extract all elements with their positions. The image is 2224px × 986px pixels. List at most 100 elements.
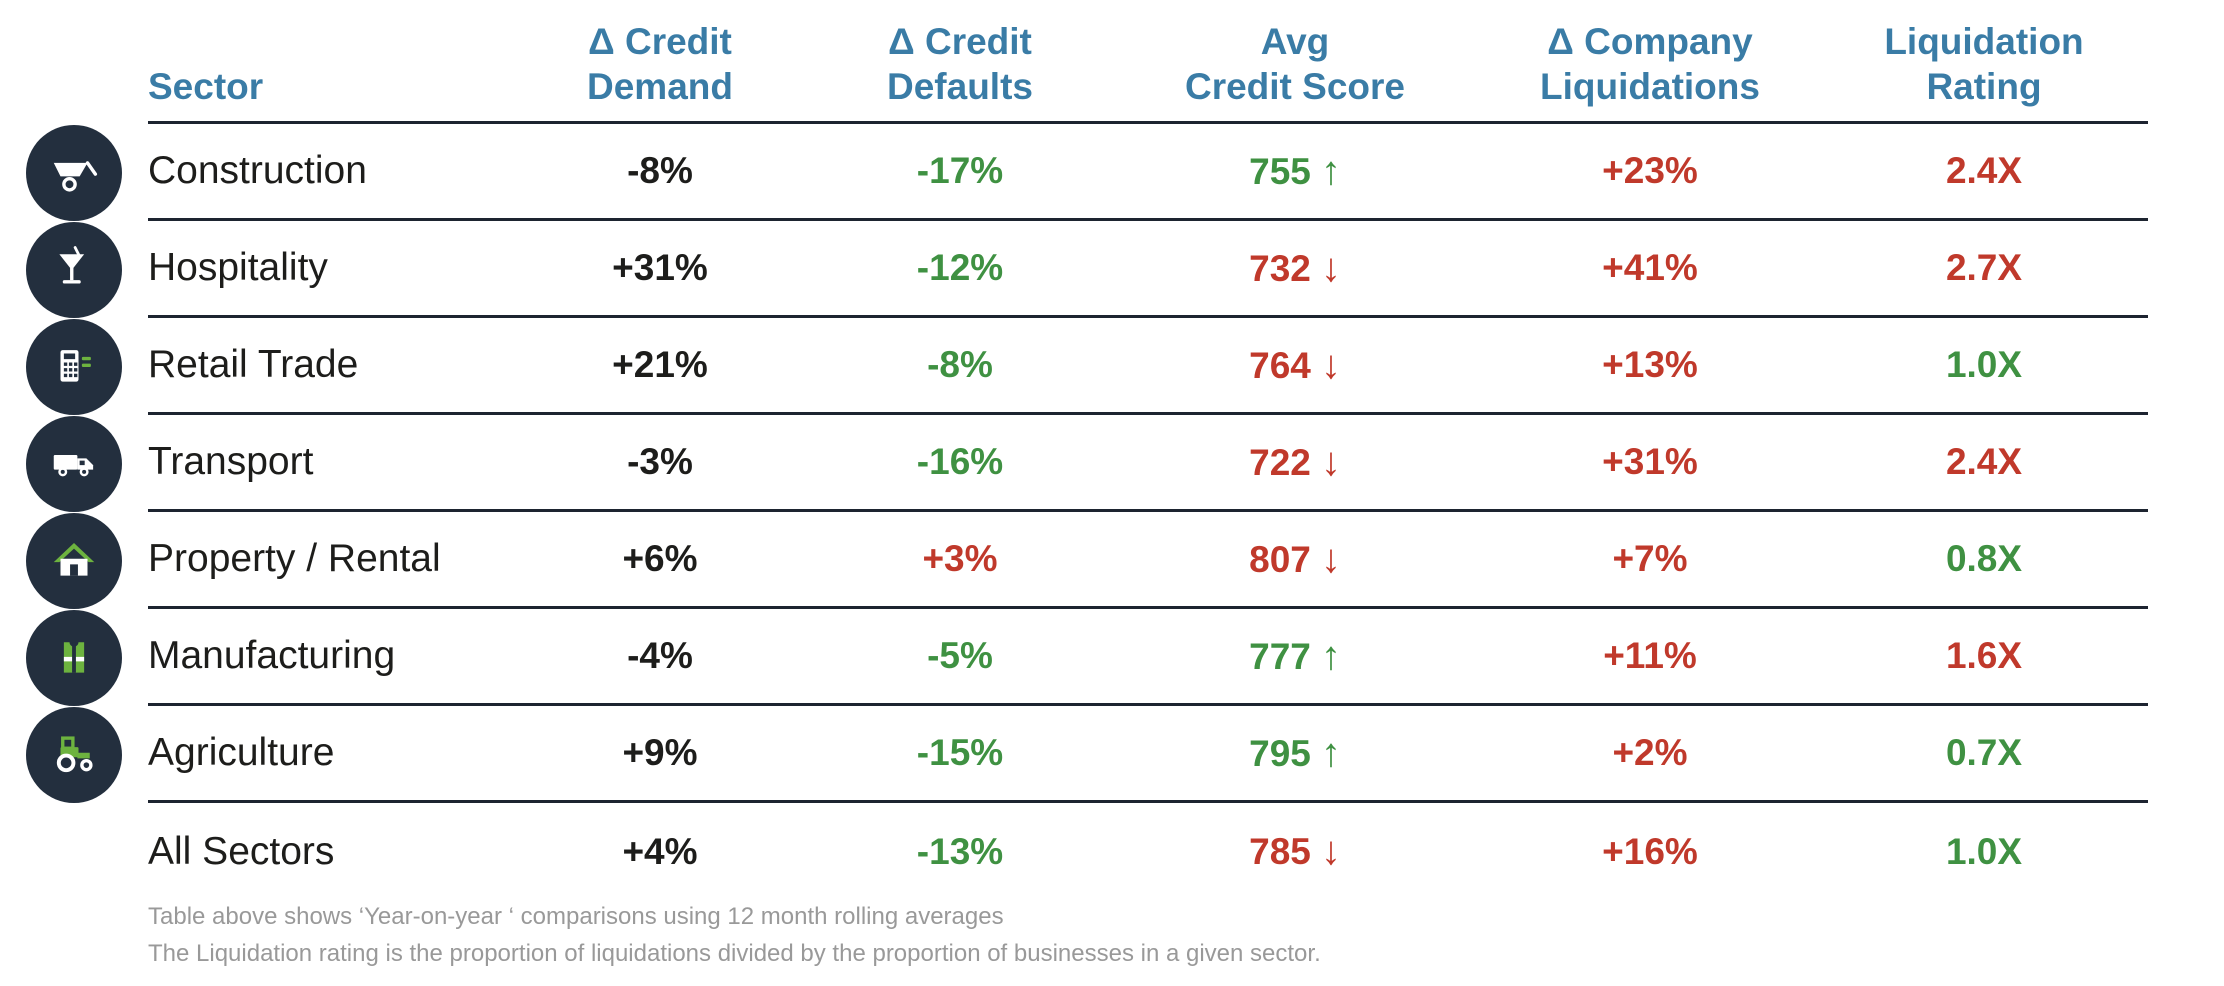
cocktail-icon: [59, 245, 85, 283]
trend-down-arrow-icon: ↓: [1320, 439, 1341, 484]
calculator-icon: [60, 349, 91, 382]
sector-icon-circle: [26, 415, 122, 512]
credit-demand-value: -8%: [627, 150, 693, 191]
credit-defaults-value: -13%: [916, 830, 1004, 872]
trend-down-arrow-icon: ↓: [1320, 342, 1341, 387]
avg-credit-score-value: 764 ↓: [1110, 343, 1480, 388]
credit-demand-value: +9%: [622, 732, 698, 773]
sector-icon-circle: [26, 609, 122, 706]
house-icon: [53, 542, 95, 576]
column-header-sector: Sector: [148, 65, 264, 107]
sector-name: Retail Trade: [148, 343, 359, 386]
sector-name: All Sectors: [148, 829, 335, 873]
company-liquidations-value: +7%: [1612, 538, 1688, 579]
credit-demand-value: -3%: [627, 441, 693, 482]
trend-up-arrow-icon: ↑: [1320, 148, 1341, 193]
sector-name: Construction: [148, 149, 367, 192]
score-number: 807: [1249, 538, 1311, 580]
column-header-liquidation-rating: Liquidation Rating: [1884, 20, 2084, 107]
column-header-credit-demand: Δ Credit Demand: [587, 20, 733, 107]
score-number: 764: [1249, 344, 1311, 386]
liquidation-rating-value: 1.0X: [1945, 830, 2023, 872]
company-liquidations-value: +31%: [1602, 441, 1698, 482]
score-number: 722: [1249, 441, 1311, 483]
header-row: Sector Δ Credit Demand Δ Credit Defaults…: [0, 6, 2148, 124]
truck-icon: [53, 454, 94, 476]
company-liquidations-value: +16%: [1602, 830, 1698, 872]
sector-credit-table: Sector Δ Credit Demand Δ Credit Defaults…: [0, 6, 2148, 900]
column-header-avg-credit-score: Avg Credit Score: [1184, 20, 1405, 107]
avg-credit-score-value: 722 ↓: [1110, 440, 1480, 485]
liquidation-rating-value: 0.7X: [1945, 732, 2023, 773]
tractor-icon: [56, 735, 93, 772]
icon-spacer: [0, 803, 148, 900]
table-row-retail-trade: Retail Trade +21% -8% 764 ↓ +13% 1.0X: [0, 318, 2148, 415]
trend-up-arrow-icon: ↑: [1320, 633, 1341, 678]
liquidation-rating-value: 2.4X: [1945, 150, 2023, 191]
column-header-credit-defaults: Δ Credit Defaults: [887, 20, 1033, 107]
trend-down-arrow-icon: ↓: [1320, 536, 1341, 581]
credit-defaults-value: -12%: [916, 247, 1004, 288]
table-row-construction: Construction -8% -17% 755 ↑ +23% 2.4X: [0, 124, 2148, 221]
liquidation-rating-value: 2.4X: [1945, 441, 2023, 482]
trend-up-arrow-icon: ↑: [1320, 730, 1341, 775]
table-row-hospitality: Hospitality +31% -12% 732 ↓ +41% 2.7X: [0, 221, 2148, 318]
company-liquidations-value: +13%: [1602, 344, 1698, 385]
table-row-property-rental: Property / Rental +6% +3% 807 ↓ +7% 0.8X: [0, 512, 2148, 609]
credit-demand-value: +6%: [622, 538, 698, 579]
credit-demand-value: +21%: [612, 344, 708, 385]
score-number: 785: [1249, 831, 1311, 872]
safety-vest-icon: [63, 641, 85, 673]
liquidation-rating-value: 0.8X: [1945, 538, 2023, 579]
avg-credit-score-value: 777 ↑: [1110, 634, 1480, 679]
company-liquidations-value: +23%: [1602, 150, 1698, 191]
sector-name: Manufacturing: [148, 634, 396, 677]
credit-defaults-value: -16%: [916, 441, 1004, 482]
table-row-transport: Transport -3% -16% 722 ↓ +31% 2.4X: [0, 415, 2148, 512]
score-number: 795: [1249, 732, 1311, 774]
sector-name: Agriculture: [148, 731, 335, 774]
avg-credit-score-value: 785 ↓: [1110, 829, 1480, 874]
credit-defaults-value: -5%: [927, 635, 993, 676]
table-row-manufacturing: Manufacturing -4% -5% 777 ↑ +11% 1.6X: [0, 609, 2148, 706]
liquidation-rating-value: 1.6X: [1945, 635, 2023, 676]
sector-icon-circle: [26, 512, 122, 609]
credit-defaults-value: +3%: [922, 538, 998, 579]
wheelbarrow-icon: [53, 160, 98, 192]
credit-demand-value: +4%: [622, 830, 698, 872]
column-header-company-liquidations: Δ Company Liquidations: [1540, 20, 1760, 107]
score-number: 755: [1249, 150, 1311, 192]
table-row-agriculture: Agriculture +9% -15% 795 ↑ +2% 0.7X: [0, 706, 2148, 803]
table-row-all-sectors: All Sectors +4% -13% 785 ↓ +16% 1.0X: [0, 803, 2148, 900]
avg-credit-score-value: 795 ↑: [1110, 731, 1480, 776]
sector-name: Transport: [148, 440, 314, 483]
footnote-yoy-comparison: Table above shows ‘Year-on-year ‘ compar…: [148, 903, 1004, 930]
company-liquidations-value: +2%: [1612, 732, 1688, 773]
sector-icon-circle: [26, 318, 122, 415]
avg-credit-score-value: 732 ↓: [1110, 246, 1480, 291]
credit-defaults-value: -17%: [916, 150, 1004, 191]
liquidation-rating-value: 2.7X: [1945, 247, 2023, 288]
credit-defaults-value: -15%: [916, 732, 1004, 773]
sector-name: Property / Rental: [148, 537, 441, 580]
credit-demand-value: -4%: [627, 635, 693, 676]
sector-icon-circle: [26, 124, 122, 221]
footnote-liquidation-rating-definition: The Liquidation rating is the proportion…: [148, 940, 1321, 968]
trend-down-arrow-icon: ↓: [1320, 829, 1341, 873]
credit-defaults-value: -8%: [927, 344, 993, 385]
liquidation-rating-value: 1.0X: [1945, 344, 2023, 385]
score-number: 732: [1249, 247, 1311, 289]
credit-demand-value: +31%: [612, 247, 708, 288]
sector-name: Hospitality: [148, 246, 328, 289]
company-liquidations-value: +41%: [1602, 247, 1698, 288]
avg-credit-score-value: 807 ↓: [1110, 537, 1480, 582]
company-liquidations-value: +11%: [1603, 635, 1697, 676]
footnotes: Table above shows ‘Year-on-year ‘ compar…: [148, 898, 1321, 972]
sector-icon-circle: [26, 706, 122, 803]
avg-credit-score-value: 755 ↑: [1110, 149, 1480, 194]
trend-down-arrow-icon: ↓: [1320, 245, 1341, 290]
header-icon-spacer: [0, 6, 148, 124]
score-number: 777: [1249, 635, 1311, 677]
sector-icon-circle: [26, 221, 122, 318]
